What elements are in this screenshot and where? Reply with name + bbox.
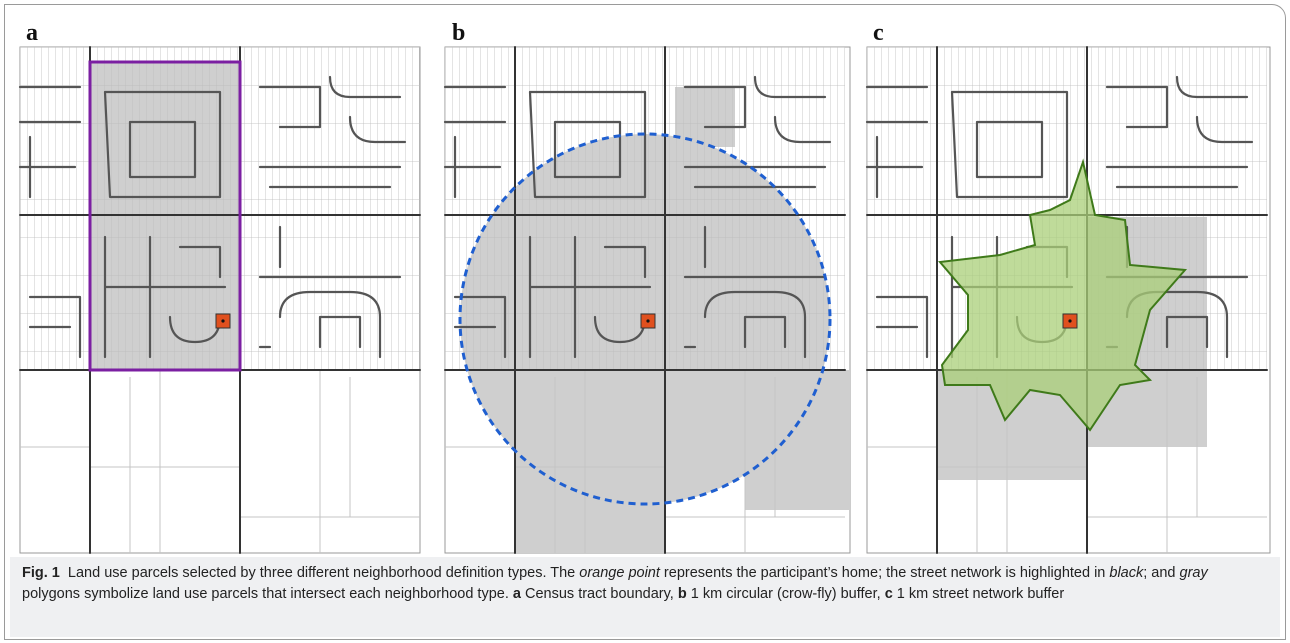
page: a b c Fig. 1 Land use parcels selected b… [0,0,1290,643]
map-panel-c [867,47,1270,553]
panel-label: a [26,20,38,46]
caption-panel-ref: a [513,586,521,602]
caption-panel-ref: b [678,586,687,602]
panel-label: c [873,20,884,46]
caption-text: ; and [1143,565,1179,581]
figure-caption: Fig. 1 Land use parcels selected by thre… [10,557,1280,637]
map-panel-a [20,47,420,553]
caption-text: Census tract boundary, [521,586,678,602]
caption-label: Fig. 1 [22,565,60,581]
caption-panel-ref: c [885,586,893,602]
panel-label: b [452,20,465,46]
figure: a b c [0,0,1290,557]
caption-text: represents the participant’s home; the s… [660,565,1109,581]
caption-emphasis: orange point [579,565,660,581]
caption-emphasis: black [1109,565,1143,581]
caption-text: 1 km circular (crow-fly) buffer, [687,586,885,602]
map-panel-b [445,47,850,553]
caption-emphasis: gray [1180,565,1208,581]
caption-text: Land use parcels selected by three diffe… [60,565,579,581]
caption-text: 1 km street network buffer [893,586,1064,602]
